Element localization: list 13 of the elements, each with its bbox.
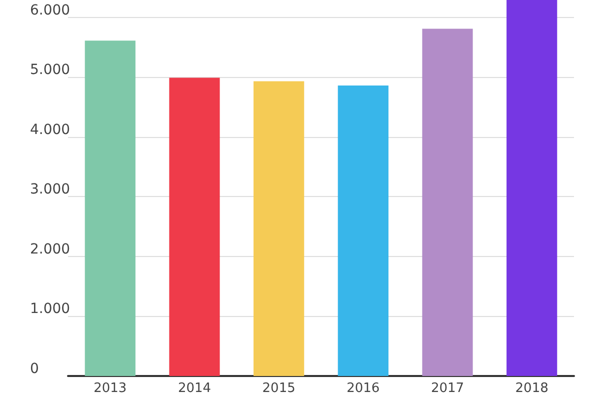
y-tick-label: 0	[30, 361, 39, 377]
y-tick-label: 6.000	[30, 2, 70, 18]
y-tick-label: 4.000	[30, 122, 70, 138]
y-tick-label: 1.000	[30, 301, 70, 318]
x-tick-label: 2014	[178, 381, 212, 396]
y-tick-label: 2.000	[30, 241, 70, 258]
y-tick-label: 5.000	[30, 62, 70, 78]
x-tick-label: 2017	[430, 381, 464, 396]
x-tick-label: 2013	[94, 381, 127, 396]
x-tick-label: 2016	[346, 381, 380, 396]
x-tick-label: 2018	[515, 381, 548, 396]
y-tick-label: 3.000	[30, 182, 70, 198]
x-tick-label: 2015	[262, 381, 296, 396]
